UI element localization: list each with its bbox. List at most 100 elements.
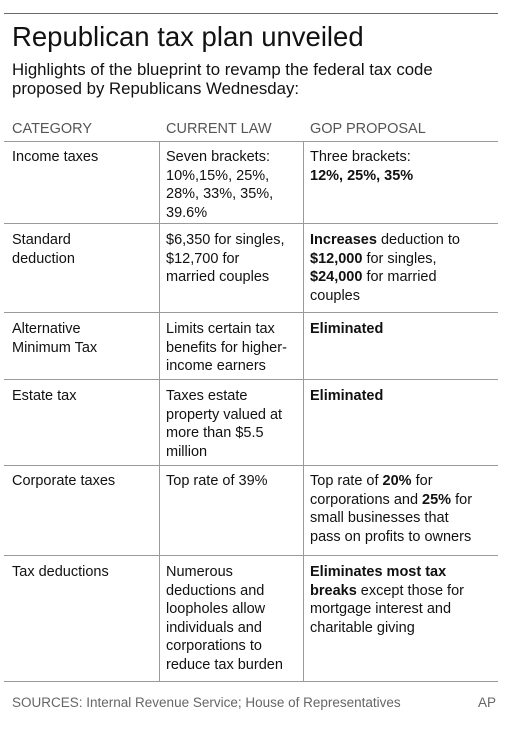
gop-proposal-emphasis: 12%, 25%, 35% xyxy=(310,167,414,184)
current-law-text: million xyxy=(166,443,208,460)
gop-proposal-line: $12,000 for singles, xyxy=(310,250,500,269)
current-law-text: individuals and xyxy=(166,619,262,636)
current-law-text: property valued at xyxy=(166,406,283,423)
gop-proposal-line: breaks except those for xyxy=(310,582,500,601)
row-divider xyxy=(4,223,498,224)
gop-proposal-emphasis: Eliminated xyxy=(310,321,384,337)
gop-proposal-line: Three brackets: xyxy=(310,148,500,167)
category-cell: Corporate taxes xyxy=(12,472,152,491)
category-text: Income taxes xyxy=(12,149,99,165)
gop-proposal-text: deduction to xyxy=(376,232,460,248)
column-divider-1 xyxy=(159,141,160,681)
current-law-cell: Numerous deductions and loopholes allow ind… xyxy=(166,563,300,675)
category-cell: Tax deductions xyxy=(12,563,152,582)
current-law-cell: Taxes estate property valued at more than … xyxy=(166,387,300,461)
gop-proposal-line: Eliminates most tax xyxy=(310,563,500,582)
gop-proposal-emphasis: $24,000 xyxy=(310,269,363,286)
row-divider xyxy=(4,555,498,556)
column-header-gop-proposal: GOP PROPOSAL xyxy=(310,121,426,137)
gop-proposal-line: $24,000 for married xyxy=(310,268,500,287)
gop-proposal-line: Increases deduction to xyxy=(310,231,500,250)
gop-proposal-emphasis: Eliminated xyxy=(310,388,384,404)
credit-label: AP xyxy=(478,695,497,710)
gop-proposal-line: 12%, 25%, 35% xyxy=(310,167,500,186)
gop-proposal-text: Top rate of xyxy=(310,473,383,489)
gop-proposal-cell: Top rate of 20% for corporations and 25% … xyxy=(310,472,500,546)
category-cell: Alternative Minimum Tax xyxy=(12,320,152,357)
column-header-category: CATEGORY xyxy=(12,121,93,137)
header-divider xyxy=(4,141,498,142)
gop-proposal-cell: Eliminated xyxy=(310,320,500,339)
current-law-text: Limits certain tax xyxy=(166,321,275,337)
gop-proposal-text: corporations and xyxy=(310,491,423,508)
gop-proposal-text: mortgage interest and xyxy=(310,601,452,618)
current-law-text: income earners xyxy=(166,358,266,375)
current-law-text: Numerous xyxy=(166,564,233,580)
current-law-cell: $6,350 for singles, $12,700 for married co… xyxy=(166,231,300,287)
gop-proposal-text: for xyxy=(451,491,473,508)
gop-proposal-text: couples xyxy=(310,287,360,304)
page-title: Republican tax plan unveiled xyxy=(12,21,364,52)
gop-proposal-emphasis: breaks xyxy=(310,582,357,599)
gop-proposal-text: small businesses that xyxy=(310,510,449,527)
gop-proposal-emphasis: Eliminates most tax xyxy=(310,564,447,580)
sources-note: SOURCES: Internal Revenue Service; House… xyxy=(12,695,401,710)
current-law-text: deductions and xyxy=(166,582,265,599)
current-law-text: $12,700 for xyxy=(166,250,240,267)
current-law-text: married couples xyxy=(166,269,270,286)
category-text: Tax deductions xyxy=(12,564,109,580)
current-law-text: 28%, 33%, 35%, xyxy=(166,186,274,203)
gop-proposal-text: Three brackets: xyxy=(310,149,411,165)
category-text: deduction xyxy=(12,250,75,267)
column-header-current-law: CURRENT LAW xyxy=(166,121,272,137)
gop-proposal-emphasis: 20% xyxy=(382,473,412,489)
gop-proposal-emphasis: $12,000 xyxy=(310,250,363,267)
current-law-cell: Seven brackets: 10%,15%, 25%, 28%, 33%, 35… xyxy=(166,148,300,222)
gop-proposal-line: corporations and 25% for xyxy=(310,491,500,510)
row-divider xyxy=(4,312,498,313)
gop-proposal-line: mortgage interest and xyxy=(310,600,500,619)
current-law-text: 39.6% xyxy=(166,204,208,221)
current-law-text: reduce tax burden xyxy=(166,656,283,673)
gop-proposal-line: Eliminated xyxy=(310,387,500,406)
current-law-text: Taxes estate xyxy=(166,388,248,404)
gop-proposal-line: pass on profits to owners xyxy=(310,528,500,547)
gop-proposal-text: charitable giving xyxy=(310,619,415,636)
gop-proposal-emphasis: 25% xyxy=(422,491,452,508)
current-law-text: corporations to xyxy=(166,638,262,655)
gop-proposal-line: couples xyxy=(310,287,500,306)
current-law-text: more than $5.5 xyxy=(166,425,264,442)
gop-proposal-emphasis: Increases xyxy=(310,232,377,248)
gop-proposal-text: for xyxy=(411,473,433,489)
column-divider-2 xyxy=(303,141,304,681)
gop-proposal-line: charitable giving xyxy=(310,619,500,638)
gop-proposal-cell: Three brackets: 12%, 25%, 35% xyxy=(310,148,500,185)
gop-proposal-text: pass on profits to owners xyxy=(310,528,472,545)
current-law-text: Top rate of 39% xyxy=(166,473,268,489)
gop-proposal-cell: Eliminated xyxy=(310,387,500,406)
current-law-cell: Top rate of 39% xyxy=(166,472,300,491)
gop-proposal-line: Top rate of 20% for xyxy=(310,472,500,491)
gop-proposal-text: for married xyxy=(362,269,437,286)
current-law-text: loopholes allow xyxy=(166,601,266,618)
gop-proposal-text: except those for xyxy=(356,582,464,599)
current-law-cell: Limits certain tax benefits for higher-in… xyxy=(166,320,300,376)
subtitle: Highlights of the blueprint to revamp th… xyxy=(12,60,492,98)
current-law-text: $6,350 for singles, xyxy=(166,232,285,248)
subtitle-line-1: Highlights of the blueprint to revamp th… xyxy=(12,60,433,79)
category-cell: Estate tax xyxy=(12,387,152,406)
gop-proposal-cell: Increases deduction to $12,000 for single… xyxy=(310,231,500,305)
row-divider xyxy=(4,465,498,466)
category-text: Minimum Tax xyxy=(12,339,98,356)
row-divider xyxy=(4,379,498,380)
current-law-text: Seven brackets: xyxy=(166,149,270,165)
table-bottom-divider xyxy=(4,681,498,682)
category-text: Alternative xyxy=(12,321,81,337)
top-rule xyxy=(4,13,498,14)
category-cell: Standard deduction xyxy=(12,231,152,268)
subtitle-line-2: proposed by Republicans Wednesday: xyxy=(12,79,300,98)
gop-proposal-text: for singles, xyxy=(362,250,437,267)
gop-proposal-line: Eliminated xyxy=(310,320,500,339)
gop-proposal-cell: Eliminates most tax breaks except those f… xyxy=(310,563,500,637)
category-text: Standard xyxy=(12,232,71,248)
